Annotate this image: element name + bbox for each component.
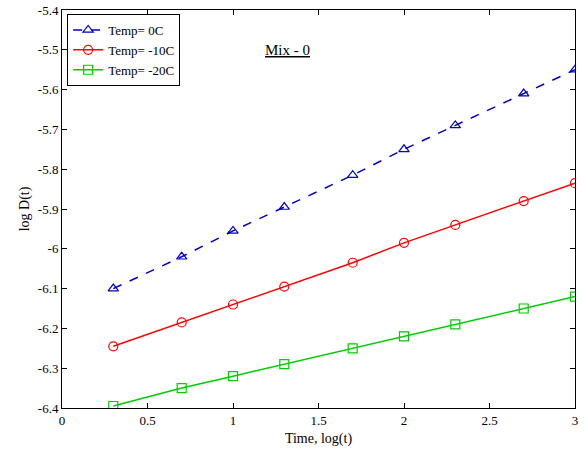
svg-text:1.5: 1.5: [310, 413, 326, 428]
svg-text:log D(t): log D(t): [17, 186, 33, 231]
svg-text:-5.7: -5.7: [38, 122, 59, 137]
svg-text:Temp= 0C: Temp= 0C: [108, 23, 163, 38]
svg-text:-6: -6: [48, 241, 59, 256]
svg-text:-5.9: -5.9: [38, 202, 59, 217]
svg-text:-5.4: -5.4: [38, 3, 59, 18]
svg-text:-6.3: -6.3: [38, 361, 59, 376]
svg-text:2.5: 2.5: [481, 413, 497, 428]
svg-text:Time, log(t): Time, log(t): [285, 431, 352, 447]
svg-text:Temp= -10C: Temp= -10C: [108, 43, 174, 58]
svg-text:-6.2: -6.2: [38, 321, 59, 336]
svg-text:-5.6: -5.6: [38, 82, 59, 97]
svg-text:Temp= -20C: Temp= -20C: [108, 63, 174, 78]
svg-text:0.5: 0.5: [139, 413, 155, 428]
svg-text:-5.5: -5.5: [38, 42, 59, 57]
svg-text:2: 2: [401, 413, 408, 428]
svg-text:3: 3: [572, 413, 579, 428]
svg-text:-5.8: -5.8: [38, 162, 59, 177]
svg-text:Mix - 0: Mix - 0: [265, 42, 310, 58]
svg-text:-6.1: -6.1: [38, 281, 59, 296]
svg-text:-6.4: -6.4: [38, 401, 59, 416]
svg-text:0: 0: [59, 413, 66, 428]
svg-text:1: 1: [230, 413, 237, 428]
